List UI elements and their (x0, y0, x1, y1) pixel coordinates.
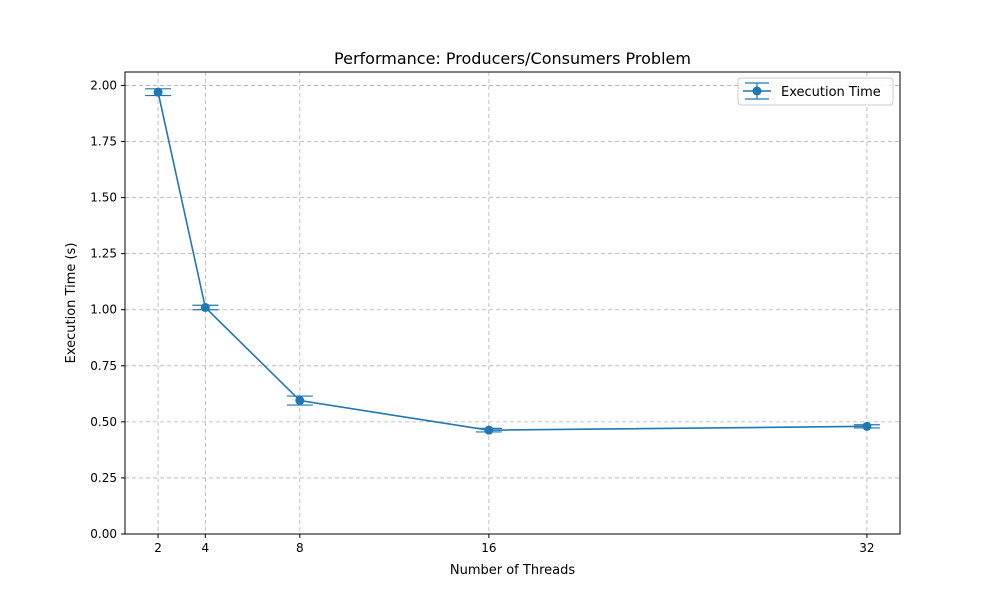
data-series (145, 87, 880, 435)
grid-lines (125, 72, 900, 535)
legend-box (737, 77, 894, 106)
data-point (200, 302, 210, 312)
data-point (153, 87, 163, 97)
y-tick-label: 1.00 (90, 303, 117, 317)
legend: Execution Time (737, 77, 894, 106)
data-point (484, 425, 494, 435)
y-tick-label: 0.00 (90, 527, 117, 541)
data-point (862, 421, 872, 431)
data-point (295, 396, 305, 406)
y-tick-label: 1.75 (90, 135, 117, 149)
x-tick-label: 32 (859, 541, 874, 555)
y-axis-title: Execution Time (s) (64, 243, 79, 364)
axes: 2 4 8 16 32 0.00 0.25 0.50 0.75 1.00 1.25 1.50 1.75 2… (90, 78, 874, 555)
x-axis-title: Number of Threads (450, 563, 575, 578)
y-tick-label: 1.25 (90, 247, 117, 261)
y-tick-label: 1.50 (90, 191, 117, 205)
x-tick-label: 4 (202, 541, 210, 555)
legend-marker-execution-time (743, 82, 771, 100)
y-tick-label: 2.00 (90, 78, 117, 92)
legend-point (752, 86, 762, 96)
x-tick-label: 8 (296, 541, 304, 555)
y-tick-label: 0.75 (90, 359, 117, 373)
x-tick-label: 2 (154, 541, 162, 555)
y-tick-label: 0.25 (90, 471, 117, 485)
x-tick-label: 16 (481, 541, 496, 555)
y-tick-label: 0.50 (90, 415, 117, 429)
plot-area-frame (124, 71, 901, 535)
chart-title: Performance: Producers/Consumers Problem (334, 49, 691, 68)
legend-label-execution-time: Execution Time (781, 85, 881, 100)
